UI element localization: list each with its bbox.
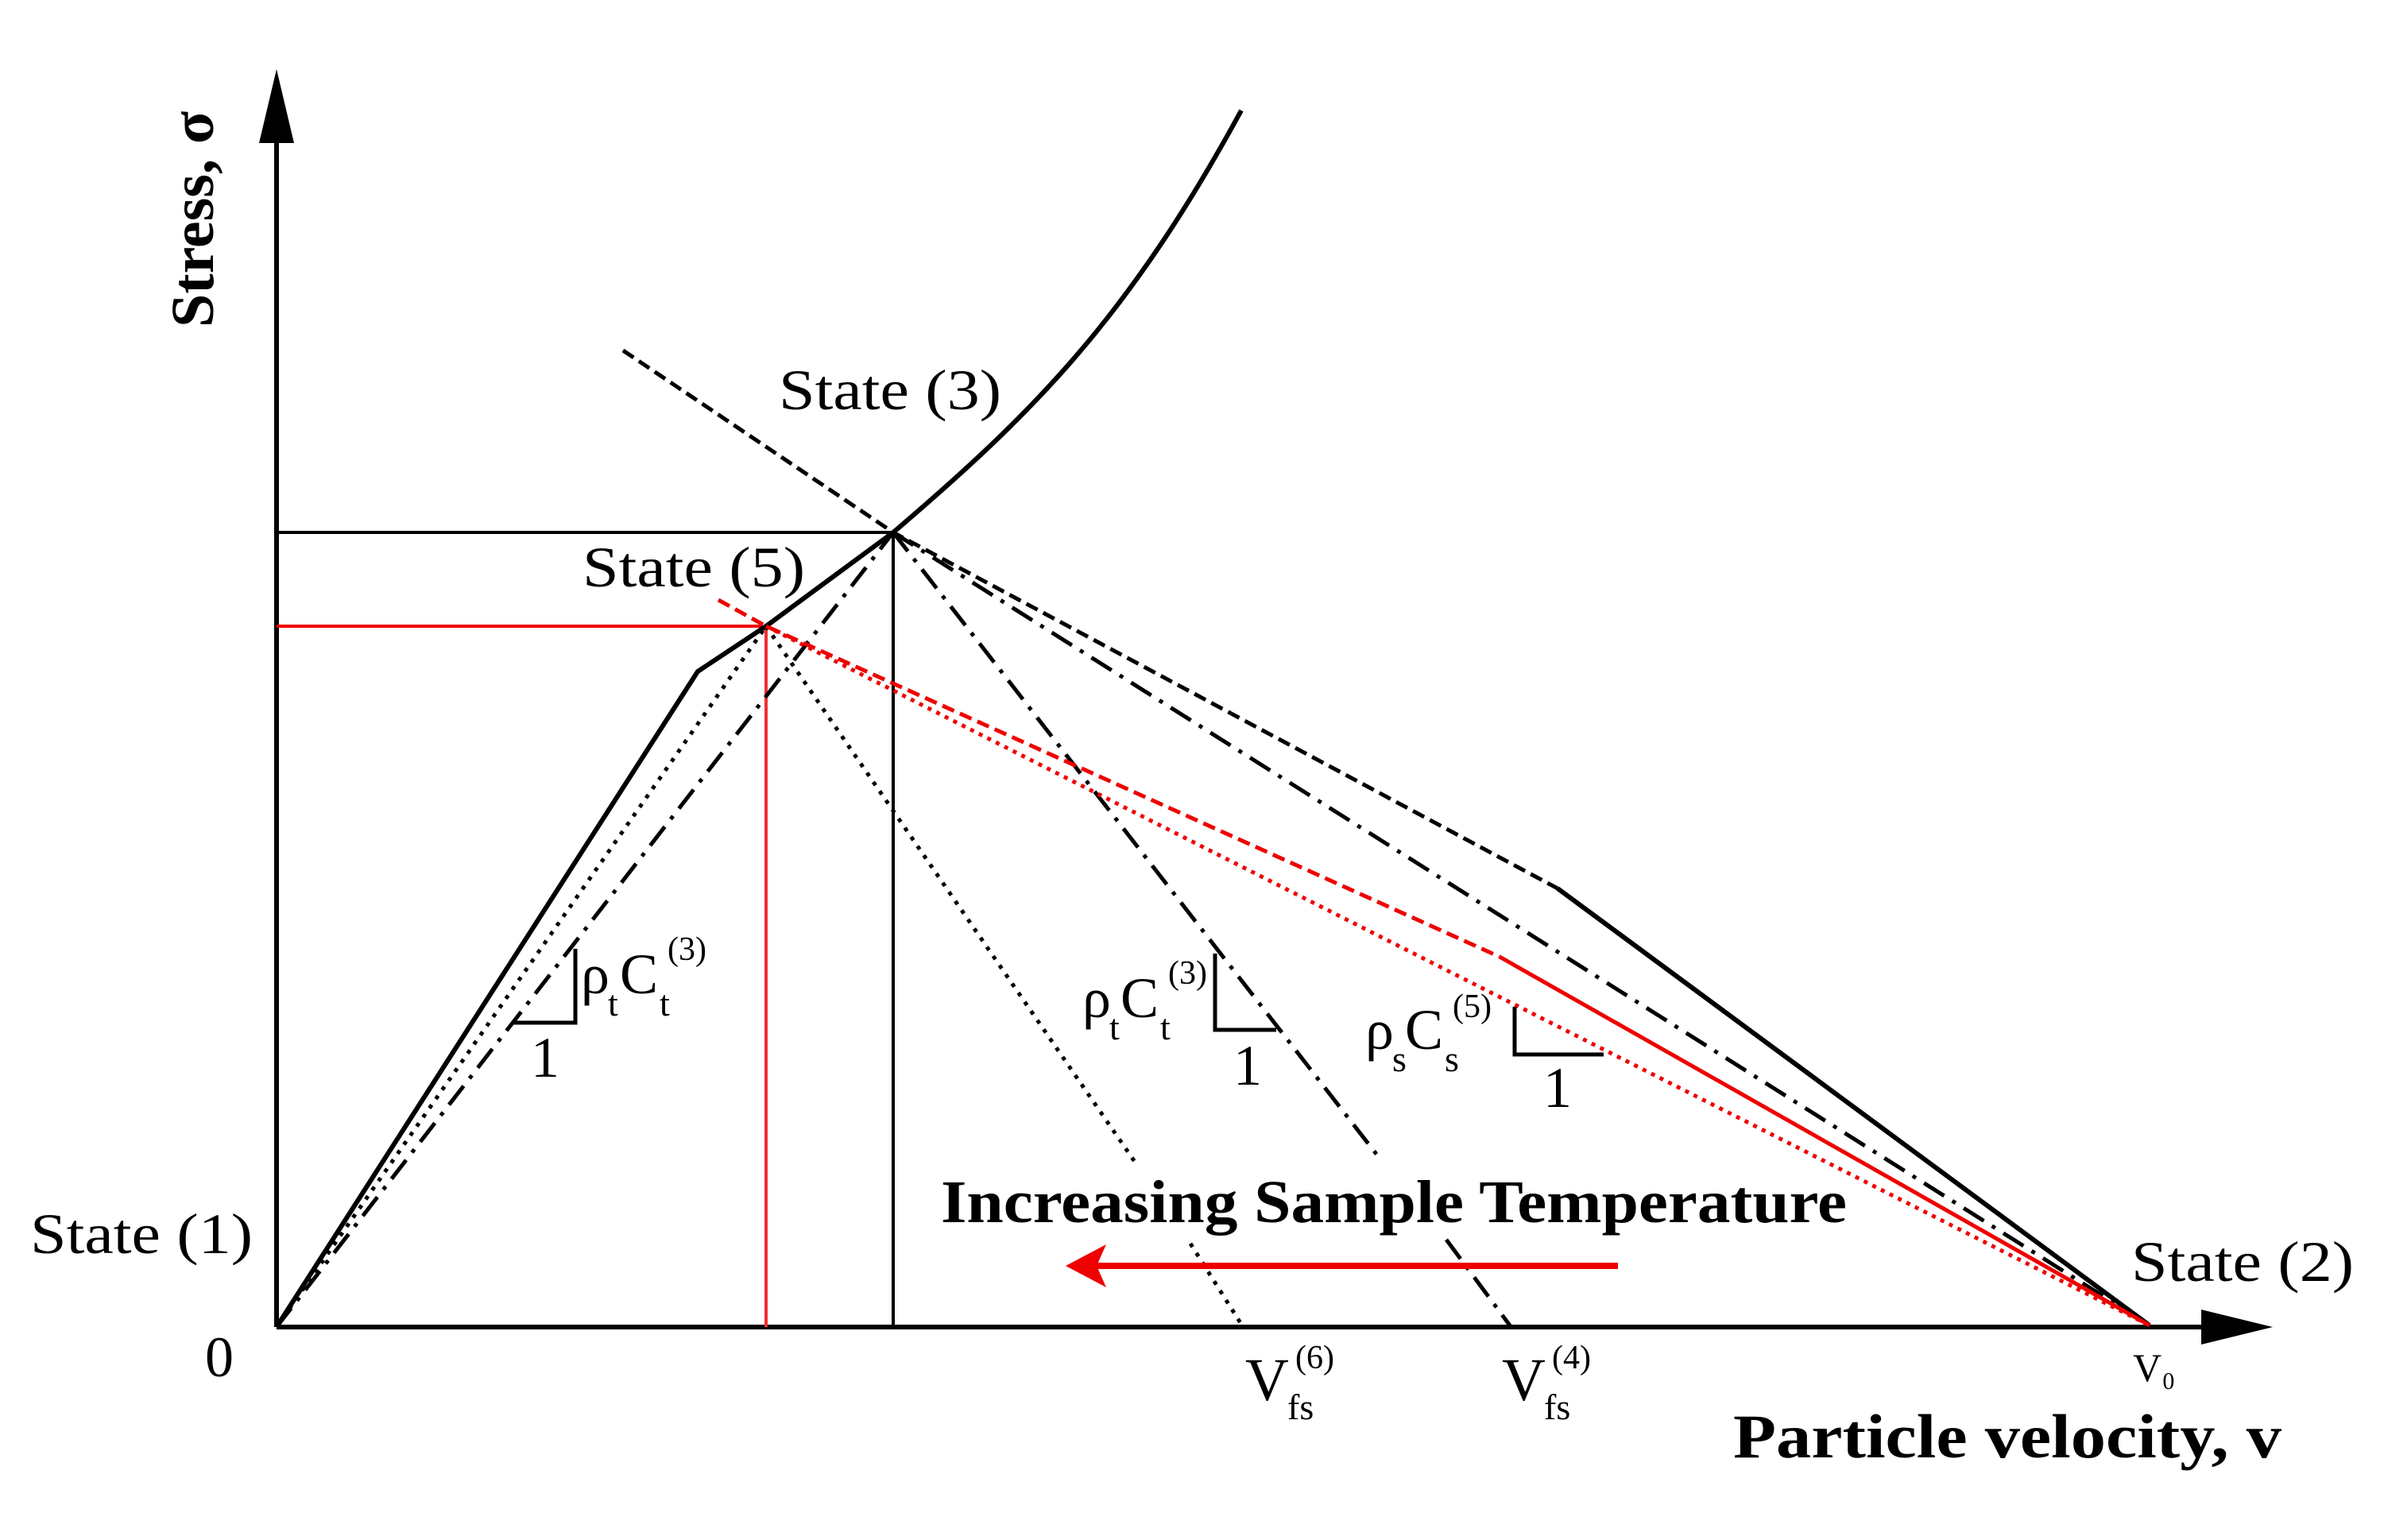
svg-text:(6): (6) <box>1295 1340 1334 1376</box>
svg-text:ρ: ρ <box>1365 998 1394 1062</box>
y-axis-label: Stress, σ <box>160 111 226 327</box>
slope-label-left: ρ t C t (3) 1 <box>531 931 706 1089</box>
slope-label-middle: ρ t C t (3) 1 <box>1082 955 1262 1097</box>
dotted-origin-state5 <box>274 625 768 1329</box>
svg-text:fs: fs <box>1287 1387 1314 1427</box>
slope-triangle-right <box>1512 1007 1604 1057</box>
svg-text:t: t <box>660 983 670 1023</box>
svg-text:1: 1 <box>1543 1056 1572 1120</box>
red-dotted-state5-v0 <box>764 624 2151 1328</box>
dashdot-state3-v0 <box>892 530 2151 1328</box>
dashed-window-hugoniot <box>621 348 1559 891</box>
origin-label: 0 <box>205 1325 234 1389</box>
svg-text:t: t <box>608 983 618 1023</box>
state1-label: State (1) <box>30 1202 253 1266</box>
temperature-annotation: Increasing Sample Temperature <box>941 1169 1847 1236</box>
state2-label: State (2) <box>2131 1230 2354 1294</box>
slope-label-right: ρ s C s (5) 1 <box>1365 989 1572 1120</box>
svg-text:s: s <box>1392 1039 1407 1079</box>
svg-text:t: t <box>1109 1007 1120 1047</box>
x-axis-label: Particle velocity, v <box>1733 1402 2281 1471</box>
temperature-arrow-head-icon <box>1066 1244 1106 1287</box>
svg-text:(5): (5) <box>1453 989 1492 1025</box>
state3-label: State (3) <box>779 358 1001 422</box>
y-axis-arrow-icon <box>259 69 294 143</box>
svg-text:V: V <box>1502 1347 1546 1414</box>
state5-label: State (5) <box>582 536 805 599</box>
svg-text:(4): (4) <box>1552 1340 1591 1376</box>
v0-tick-label: V₀ <box>2133 1345 2176 1390</box>
dashdot-origin-state3 <box>275 531 895 1329</box>
slope-triangle-left <box>512 949 578 1025</box>
slope-triangle-middle <box>1213 954 1276 1032</box>
svg-text:s: s <box>1445 1039 1459 1079</box>
svg-text:C: C <box>620 942 658 1006</box>
red-solid-to-v0 <box>1498 954 2151 1328</box>
x-axis-arrow-icon <box>2201 1310 2273 1345</box>
vfs4-tick-label: V fs (4) <box>1502 1340 1591 1427</box>
svg-text:C: C <box>1405 998 1443 1062</box>
svg-text:1: 1 <box>1233 1034 1262 1097</box>
svg-text:t: t <box>1160 1007 1171 1047</box>
svg-text:ρ: ρ <box>1082 966 1111 1030</box>
red-dashed-hugoniot <box>717 598 1501 959</box>
solid-window-to-v0 <box>1556 886 2151 1328</box>
dashdot-state3-vfs4 <box>892 531 1383 1162</box>
vfs6-tick-label: V fs (6) <box>1245 1340 1334 1427</box>
dashdot-vfs4-lower <box>1444 1238 1512 1327</box>
dotted-vfs6-lower <box>1188 1242 1244 1327</box>
svg-text:(3): (3) <box>1168 955 1207 992</box>
sample-hugoniot <box>274 109 1244 1329</box>
svg-text:V: V <box>1245 1347 1289 1414</box>
svg-text:C: C <box>1120 966 1159 1030</box>
svg-text:fs: fs <box>1544 1387 1570 1427</box>
svg-text:1: 1 <box>531 1026 559 1089</box>
svg-text:ρ: ρ <box>581 942 610 1006</box>
dotted-state5-vfs6 <box>764 625 1137 1163</box>
svg-text:(3): (3) <box>668 931 706 968</box>
